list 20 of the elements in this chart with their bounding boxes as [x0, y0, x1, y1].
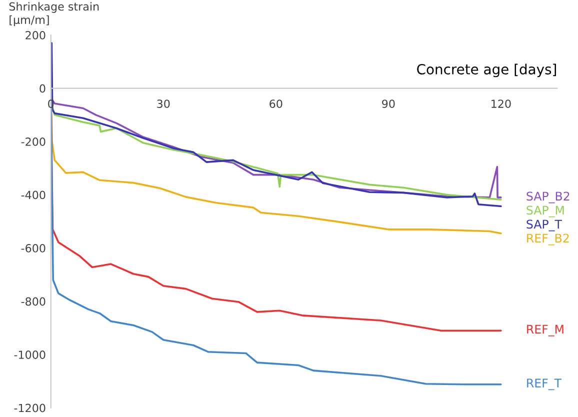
x-tick-label: 60	[270, 100, 282, 108]
text: SAP_T	[526, 220, 562, 232]
y-tick-label: -1200	[14, 404, 46, 412]
x-tick-label: 120	[492, 100, 511, 108]
text: REF_M	[527, 324, 564, 336]
y-tick-label: 200	[26, 31, 46, 40]
y-axis-title: Shrinkage strain [µm/m]	[9, 2, 99, 26]
y-tick-label: -200	[21, 138, 46, 146]
y-tick-label: -600	[21, 244, 46, 252]
x-axis-title: Concrete age [days]	[417, 64, 556, 78]
text: SAP_M	[526, 206, 564, 218]
y-tick-label: -1000	[14, 350, 46, 359]
text: REF_T	[527, 378, 562, 390]
y-tick-label: -400	[21, 190, 46, 200]
x-tick-label: 90	[382, 100, 395, 108]
x-tick-label: 30	[157, 100, 170, 108]
text: REF_B2	[527, 234, 569, 246]
text: SAP_B2	[526, 192, 570, 204]
y-tick-label: -800	[21, 297, 46, 306]
y-tick-label: 0	[40, 84, 46, 93]
